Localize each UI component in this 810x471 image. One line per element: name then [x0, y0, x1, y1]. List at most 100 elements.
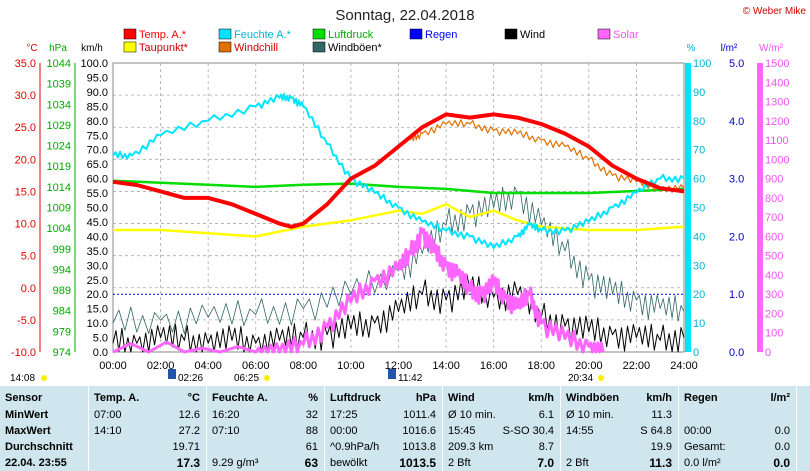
windboen-header: Windböen [566, 392, 620, 404]
wind-tick-label: 85.0 [87, 101, 108, 113]
wind-tick-label: 45.0 [87, 217, 108, 229]
sun-icon [264, 375, 270, 381]
solar-tick-label: 800 [765, 193, 783, 205]
legend-swatch [123, 41, 137, 53]
x-tick-label: 00:00 [99, 360, 127, 372]
temp-unit: °C [187, 392, 200, 404]
pressure-tick-label: 989 [53, 285, 71, 297]
rain-tick-label: 5.0 [729, 58, 744, 70]
legend-label: Feuchte A.* [234, 29, 292, 41]
windboen-unit: km/h [646, 392, 672, 404]
humidity-tick-label: 70 [693, 145, 705, 157]
x-tick-label: 22:00 [623, 360, 651, 372]
temp-tick-label: -5.0 [17, 315, 36, 327]
feuchte-unit: % [308, 392, 318, 404]
sensor-row-max: MaxWert [5, 425, 51, 437]
pressure-tick-label: 994 [53, 264, 71, 276]
chart-title: Sonntag, 22.04.2018 [335, 7, 474, 24]
feuchte-row-label: 9.29 g/m³ [212, 457, 259, 469]
wind-tick-label: 30.0 [87, 260, 108, 272]
luftdruck-row-label: 17:25 [330, 409, 358, 421]
solar-tick-label: 900 [765, 174, 783, 186]
col-wind: Wind km/h Ø 10 min. 6.1 15:45 S-SO 30.4 209.3 … [443, 386, 560, 471]
col-temp: Temp. A. °C 07:00 12.6 14:10 27.2 19.71 17.3 [89, 386, 206, 471]
pressure-tick-label: 1039 [47, 79, 71, 91]
wind-tick-label: 0.0 [93, 347, 108, 359]
luftdruck-row-value: 1016.6 [402, 425, 436, 437]
feuchte-header: Feuchte A. [212, 392, 268, 404]
regen-row-value: 0.0 [774, 441, 790, 453]
humidity-tick-label: 100 [693, 58, 711, 70]
wind-row-label: Ø 10 min. [448, 409, 496, 421]
dewpoint-series [113, 203, 685, 238]
pressure-tick-label: 1004 [47, 223, 71, 235]
humidity-tick-label: 50 [693, 203, 705, 215]
feuchte-row-value: 63 [304, 456, 318, 470]
windboen-row-value: 19.9 [650, 441, 672, 453]
legend-label: Wind [520, 29, 545, 41]
humidity-tick-label: 40 [693, 231, 705, 243]
legend-swatch [218, 28, 232, 40]
x-tick-label: 24:00 [670, 360, 698, 372]
wind-tick-label: 5.0 [93, 333, 108, 345]
temp-tick-label: -10.0 [11, 347, 36, 359]
sunrise-time: 14:08 [10, 373, 35, 384]
x-tick-label: 06:00 [242, 360, 270, 372]
regen-row-value: 0.0 [774, 425, 790, 437]
windboen-row-value: 11.3 [651, 409, 672, 421]
solar-tick-label: 1100 [765, 135, 789, 147]
pressure-tick-label: 1009 [47, 203, 71, 215]
temp-row-value: 17.3 [176, 456, 200, 470]
feuchte-row-value: 88 [305, 425, 318, 437]
wind-tick-label: 55.0 [87, 188, 108, 200]
windboen-row-label: Ø 10 min. [566, 409, 614, 421]
wind-row-label: 209.3 km [448, 441, 494, 453]
solar-tick-label: 600 [765, 231, 783, 243]
pressure-tick-label: 999 [53, 244, 71, 256]
pressure-tick-label: 984 [53, 306, 71, 318]
statistics-table: Sensor MinWert MaxWert Durchschnitt 22.0… [0, 386, 810, 471]
moonset-time: 11:42 [398, 373, 423, 384]
humidity-tick-label: 80 [693, 116, 705, 128]
temp-tick-label: 30.0 [15, 90, 36, 102]
temp-tick-label: 35.0 [15, 58, 36, 70]
humidity-tick-label: 30 [693, 260, 705, 272]
sun-icon [41, 375, 47, 381]
solar-tick-label: 1400 [765, 77, 789, 89]
legend-label: Windböen* [328, 42, 383, 54]
x-tick-label: 04:00 [194, 360, 222, 372]
temp-axis-unit: °C [26, 43, 37, 54]
rain-tick-label: 4.0 [729, 116, 744, 128]
wind-row-label: 15:45 [448, 425, 476, 437]
solar-tick-label: 1300 [765, 97, 789, 109]
sun-icon [598, 375, 604, 381]
sensor-header: Sensor [5, 392, 43, 404]
luftdruck-unit: hPa [415, 392, 436, 404]
wind-tick-label: 10.0 [87, 318, 108, 330]
pressure-axis-unit: hPa [49, 43, 67, 54]
wind-series [112, 274, 685, 353]
wind-tick-label: 50.0 [87, 203, 108, 215]
col-sensor: Sensor MinWert MaxWert Durchschnitt 22.0… [0, 386, 88, 471]
temp-row-label: 07:00 [94, 409, 122, 421]
pressure-series [112, 179, 685, 195]
legend-label: Taupunkt* [139, 42, 189, 54]
luftdruck-header: Luftdruck [330, 392, 381, 404]
pressure-tick-label: 1034 [47, 99, 71, 111]
legend-swatch [504, 28, 518, 40]
feuchte-row-label: 07:10 [212, 425, 240, 437]
regen-row-label: Gesamt: [684, 441, 726, 453]
pressure-tick-label: 1014 [47, 182, 71, 194]
temp-tick-label: 25.0 [15, 122, 36, 134]
legend-label: Luftdruck [328, 29, 374, 41]
solar-axis-unit: W/m² [759, 43, 784, 54]
windboen-row-value: 11.3 [649, 456, 672, 470]
solar-tick-label: 300 [765, 289, 783, 301]
solar-tick-label: 400 [765, 270, 783, 282]
solar-tick-label: 1000 [765, 154, 789, 166]
temp-tick-label: 5.0 [21, 251, 36, 263]
luftdruck-row-label: ^0.9hPa/h [330, 441, 380, 453]
legend-label: Regen [425, 29, 457, 41]
rain-tick-label: 1.0 [729, 289, 744, 301]
pressure-tick-label: 1024 [47, 141, 71, 153]
